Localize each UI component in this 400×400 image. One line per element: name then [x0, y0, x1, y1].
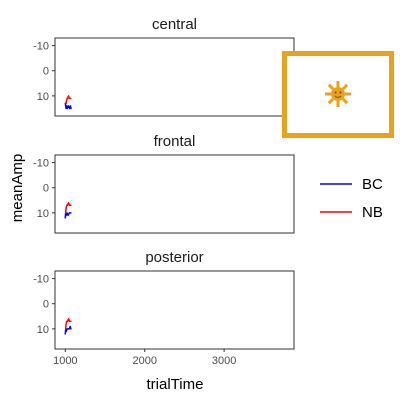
x-tick-label: 1000 — [53, 355, 77, 367]
y-tick-label: 10 — [37, 91, 49, 103]
sun-icon — [325, 81, 351, 107]
y-tick-label: 10 — [37, 324, 49, 336]
y-tick-label: -10 — [33, 158, 49, 170]
legend-label: BC — [362, 176, 383, 193]
panel-border — [54, 270, 295, 350]
series-NB-line — [64, 202, 72, 214]
panel-central: central -10 0 10 — [33, 16, 295, 117]
y-tick-label: 0 — [43, 66, 49, 78]
x-tick-label: 2000 — [132, 355, 156, 367]
facet-title: posterior — [145, 249, 203, 266]
series-BC-line — [64, 102, 72, 110]
x-axis-title: trialTime — [147, 376, 204, 393]
panels: central -10 0 10 frontal -10 0 10 posterior -10 0 1… — [33, 16, 295, 350]
facet-title: central — [152, 16, 197, 33]
series-NB-line — [65, 95, 72, 105]
facet-title: frontal — [154, 133, 196, 150]
series-BC-line — [64, 212, 72, 219]
panel-border — [54, 37, 295, 117]
y-tick-label: -10 — [33, 41, 49, 53]
panel-posterior: posterior -10 0 10 — [33, 249, 295, 350]
legend: BC NB — [320, 176, 383, 221]
y-axis-title: meanAmp — [9, 154, 26, 222]
y-tick-label: 10 — [37, 208, 49, 220]
panel-frontal: frontal -10 0 10 — [33, 133, 295, 234]
x-tick-label: 3000 — [212, 355, 236, 367]
series-NB-line — [64, 318, 72, 330]
y-tick-label: -10 — [33, 274, 49, 286]
x-axis: 1000 2000 3000 — [53, 349, 236, 367]
y-tick-label: 0 — [43, 183, 49, 195]
highlight-box — [282, 51, 394, 138]
panel-border — [54, 154, 295, 234]
y-tick-label: 0 — [43, 299, 49, 311]
legend-label: NB — [362, 204, 383, 221]
